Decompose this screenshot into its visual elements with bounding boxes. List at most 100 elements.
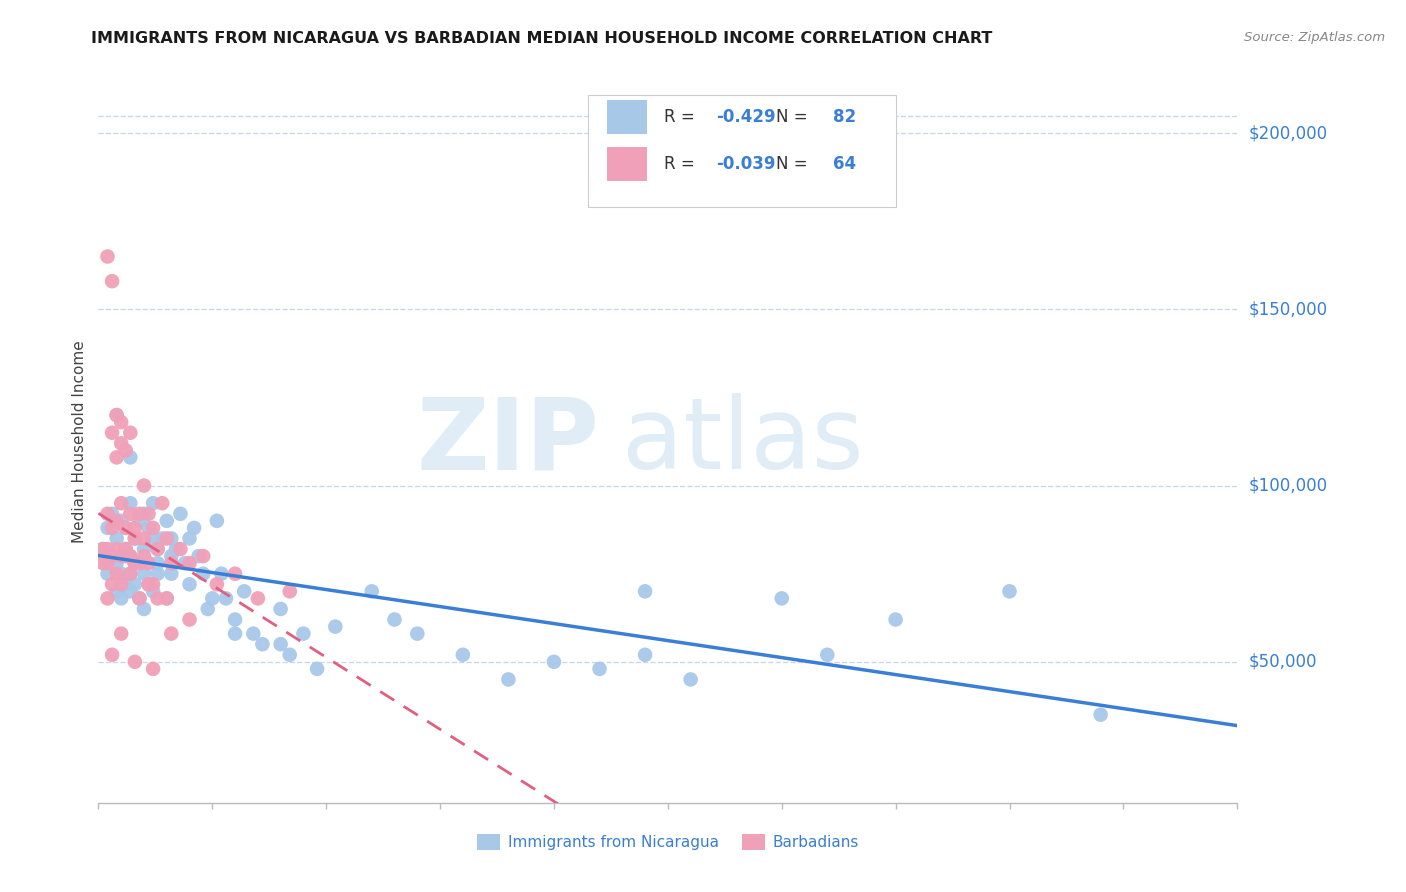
Point [150,496,173,510]
Point [105,542,128,557]
Point [246,591,269,606]
Point [105,450,128,465]
Point [101,521,124,535]
Point [179,613,201,627]
Text: R =: R = [665,108,700,126]
Point [142,496,165,510]
Point [142,662,165,676]
Point [120,507,142,521]
Point [160,549,183,563]
Text: IMMIGRANTS FROM NICARAGUA VS BARBADIAN MEDIAN HOUSEHOLD INCOME CORRELATION CHART: IMMIGRANTS FROM NICARAGUA VS BARBADIAN M… [91,31,993,46]
Point [110,436,132,450]
Point [132,542,155,557]
Text: -0.039: -0.039 [716,155,775,173]
Point [110,496,132,510]
Point [120,584,142,599]
Point [179,556,201,570]
Point [124,556,146,570]
Point [124,532,146,546]
Point [96,556,118,570]
Point [224,566,246,581]
Point [132,602,155,616]
Point [101,425,124,440]
Point [252,637,274,651]
Text: ZIP: ZIP [416,393,599,490]
Point [146,542,169,557]
Point [120,425,142,440]
Point [96,566,118,581]
Point [128,591,150,606]
Point [543,655,565,669]
Point [132,507,155,521]
Point [270,637,292,651]
Text: 64: 64 [832,155,856,173]
Point [187,549,209,563]
Point [120,549,142,563]
Point [278,648,301,662]
Point [124,532,146,546]
Point [160,566,183,581]
Text: $150,000: $150,000 [1249,301,1327,318]
Point [128,556,150,570]
Point [242,626,264,640]
Point [114,577,136,591]
Point [815,648,838,662]
Point [132,566,155,581]
Point [110,514,132,528]
Point [156,591,179,606]
Text: N =: N = [776,108,813,126]
Point [128,591,150,606]
Point [96,507,118,521]
Point [205,514,228,528]
Point [224,626,246,640]
Text: R =: R = [665,155,700,173]
Point [169,542,191,557]
Point [156,532,179,546]
Point [101,507,124,521]
Point [105,532,128,546]
Point [165,542,187,557]
Point [124,556,146,570]
Point [146,542,169,557]
Text: N =: N = [776,155,813,173]
Point [146,556,169,570]
Point [124,577,146,591]
Point [124,556,146,570]
Point [124,521,146,535]
Point [201,591,224,606]
Point [114,542,136,557]
FancyBboxPatch shape [607,147,647,181]
Point [124,655,146,669]
Point [205,577,228,591]
Point [120,496,142,510]
Point [105,566,128,581]
Point [101,648,124,662]
Point [138,507,160,521]
Point [101,577,124,591]
Point [105,408,128,422]
Point [114,443,136,458]
Point [142,521,165,535]
Point [101,274,124,288]
Point [209,566,232,581]
Point [110,415,132,429]
Point [770,591,793,606]
Point [105,514,128,528]
Text: $100,000: $100,000 [1249,476,1327,494]
Point [142,532,165,546]
Point [96,521,118,535]
Point [120,566,142,581]
Text: atlas: atlas [623,393,863,490]
Text: $200,000: $200,000 [1249,124,1327,142]
Point [114,521,136,535]
Point [215,591,238,606]
Point [142,584,165,599]
Point [179,577,201,591]
Point [128,514,150,528]
Point [128,507,150,521]
Point [101,549,124,563]
Point [193,549,215,563]
Point [307,662,329,676]
Point [132,478,155,492]
Point [96,250,118,264]
